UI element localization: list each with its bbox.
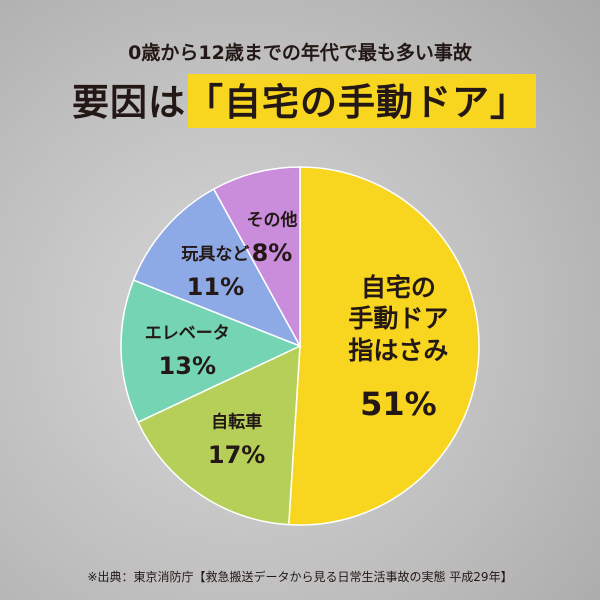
value-label: 13% xyxy=(158,351,217,380)
slice-label: 玩具など xyxy=(181,244,250,265)
title-highlight xyxy=(188,74,536,128)
source-note: ※出典：東京消防庁【救急搬送データから見る日常生活事故の実態 平成29年】 xyxy=(87,570,513,584)
value-label: 8% xyxy=(251,238,293,267)
slice-label: エレベータ xyxy=(144,322,230,343)
pie-slice xyxy=(132,188,302,348)
slice-label: 自宅の 手動ドア 指はさみ xyxy=(348,273,449,365)
value-label: 11% xyxy=(186,273,245,302)
value-label: 51% xyxy=(360,385,437,424)
chart-subtitle: 0歳から12歳までの年代で最も多い事故 xyxy=(128,42,472,64)
chart-title: 要因は「自宅の手動ドア」 xyxy=(72,81,528,124)
pie-slice xyxy=(120,279,302,424)
slice-label: その他 xyxy=(246,210,298,231)
pie-slice xyxy=(212,166,301,347)
value-label: 17% xyxy=(207,441,266,470)
pie-slice xyxy=(137,344,301,526)
slice-label: 自転車 xyxy=(211,412,263,433)
pie-slice xyxy=(287,166,480,526)
